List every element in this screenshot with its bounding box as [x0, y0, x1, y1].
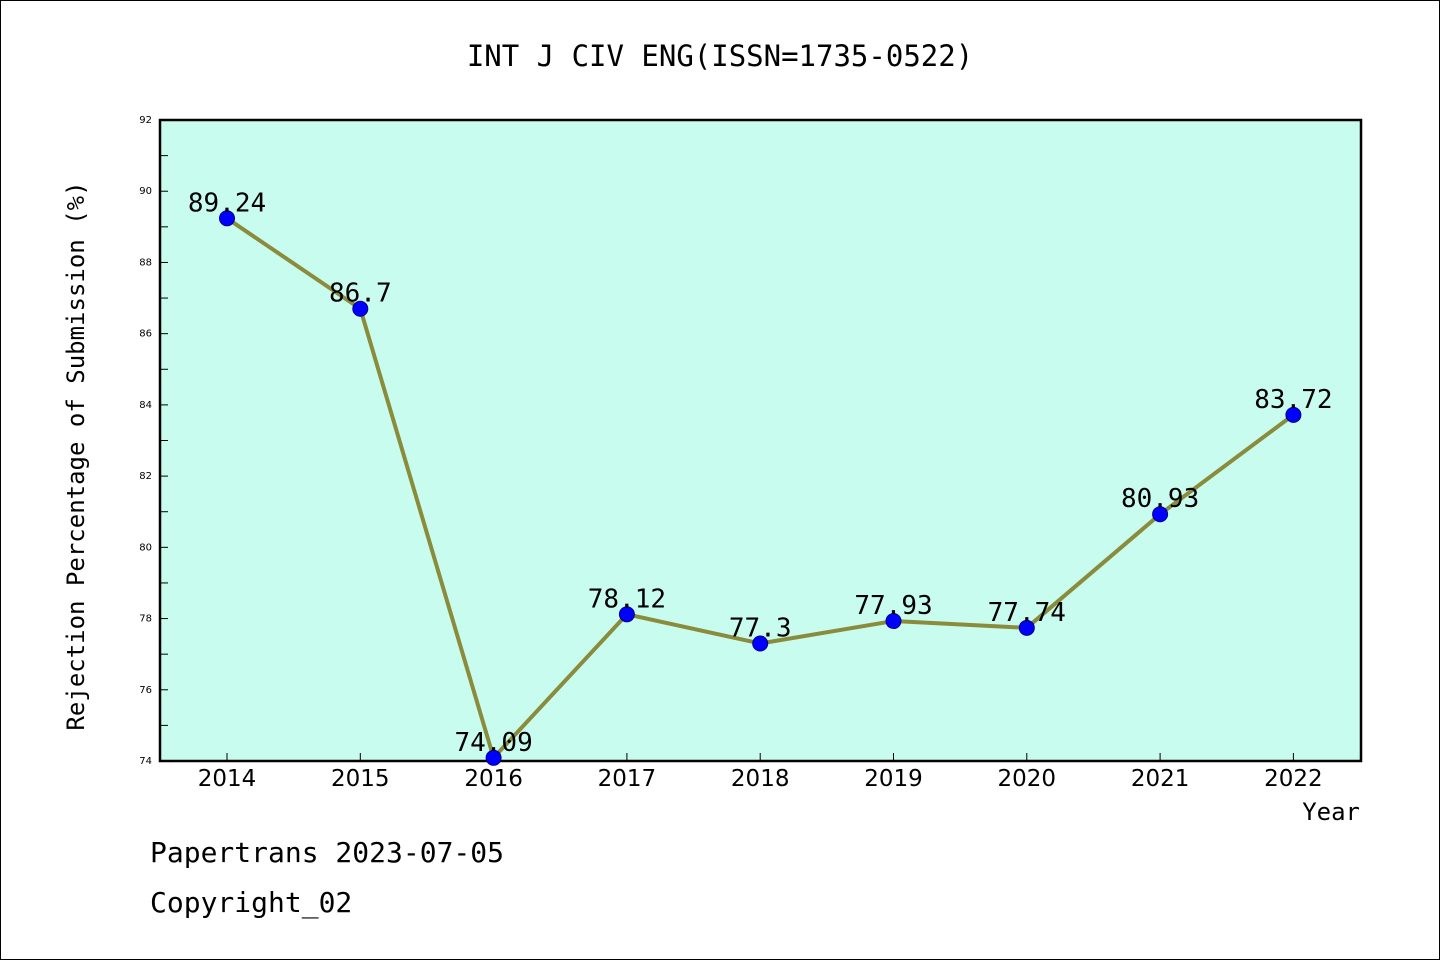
- x-axis-label: Year: [1302, 798, 1360, 826]
- y-tick-label: 86: [139, 329, 152, 340]
- data-point-marker: [352, 300, 369, 317]
- data-point-marker: [618, 606, 635, 623]
- data-label: 89.24: [188, 188, 266, 218]
- data-labels: 89.24 86.7 74.09 78.12 77.3 77.93 77.74 80.93 83…: [188, 188, 1333, 758]
- data-label: 80.93: [1121, 484, 1199, 514]
- data-label: 86.7: [329, 279, 392, 309]
- y-axis: 74 76 78 80 82 84 86 88 90 92: [139, 115, 168, 767]
- data-point-marker: [219, 210, 235, 227]
- x-tick-label: 2019: [864, 766, 923, 792]
- data-label: 83.72: [1254, 385, 1332, 415]
- y-tick-label: 74: [139, 756, 152, 767]
- y-tick-label: 78: [139, 614, 152, 625]
- y-tick-label: 80: [139, 542, 152, 553]
- footer-publisher-date: Papertrans 2023-07-05: [150, 836, 505, 869]
- data-label: 78.12: [588, 584, 666, 614]
- y-tick-label: 76: [139, 685, 152, 696]
- data-label: 77.3: [729, 613, 792, 643]
- data-label: 77.74: [988, 598, 1066, 628]
- y-tick-label: 90: [139, 186, 152, 197]
- data-point-marker: [1018, 619, 1035, 636]
- series-markers: [219, 210, 1302, 766]
- x-tick-label: 2016: [464, 766, 523, 792]
- data-point-marker: [1152, 506, 1169, 523]
- x-tick-label: 2015: [331, 766, 390, 792]
- y-tick-label: 92: [139, 115, 152, 126]
- x-tick-label: 2014: [198, 766, 257, 792]
- data-point-marker: [1285, 406, 1302, 423]
- y-tick-label: 84: [139, 400, 152, 411]
- data-point-marker: [885, 613, 902, 630]
- x-tick-label: 2021: [1131, 766, 1190, 792]
- data-label: 77.93: [854, 591, 932, 621]
- y-tick-label: 88: [139, 257, 152, 268]
- plot-area: [158, 118, 1363, 763]
- x-tick-label: 2018: [731, 766, 790, 792]
- x-tick-label: 2020: [998, 766, 1057, 792]
- data-label: 74.09: [454, 728, 532, 758]
- data-point-marker: [485, 749, 502, 766]
- y-tick-label: 82: [139, 471, 152, 482]
- x-tick-label: 2022: [1264, 766, 1323, 792]
- chart-title: INT J CIV ENG(ISSN=1735-0522): [467, 39, 973, 73]
- footer-copyright: Copyright_02: [150, 886, 353, 919]
- x-tick-label: 2017: [598, 766, 657, 792]
- y-axis-label: Rejection Percentage of Submission (%): [62, 181, 90, 730]
- data-point-marker: [752, 635, 769, 652]
- x-axis: 2014 2015 2016 2017 2018 2019 2020 2021 2022: [198, 753, 1323, 792]
